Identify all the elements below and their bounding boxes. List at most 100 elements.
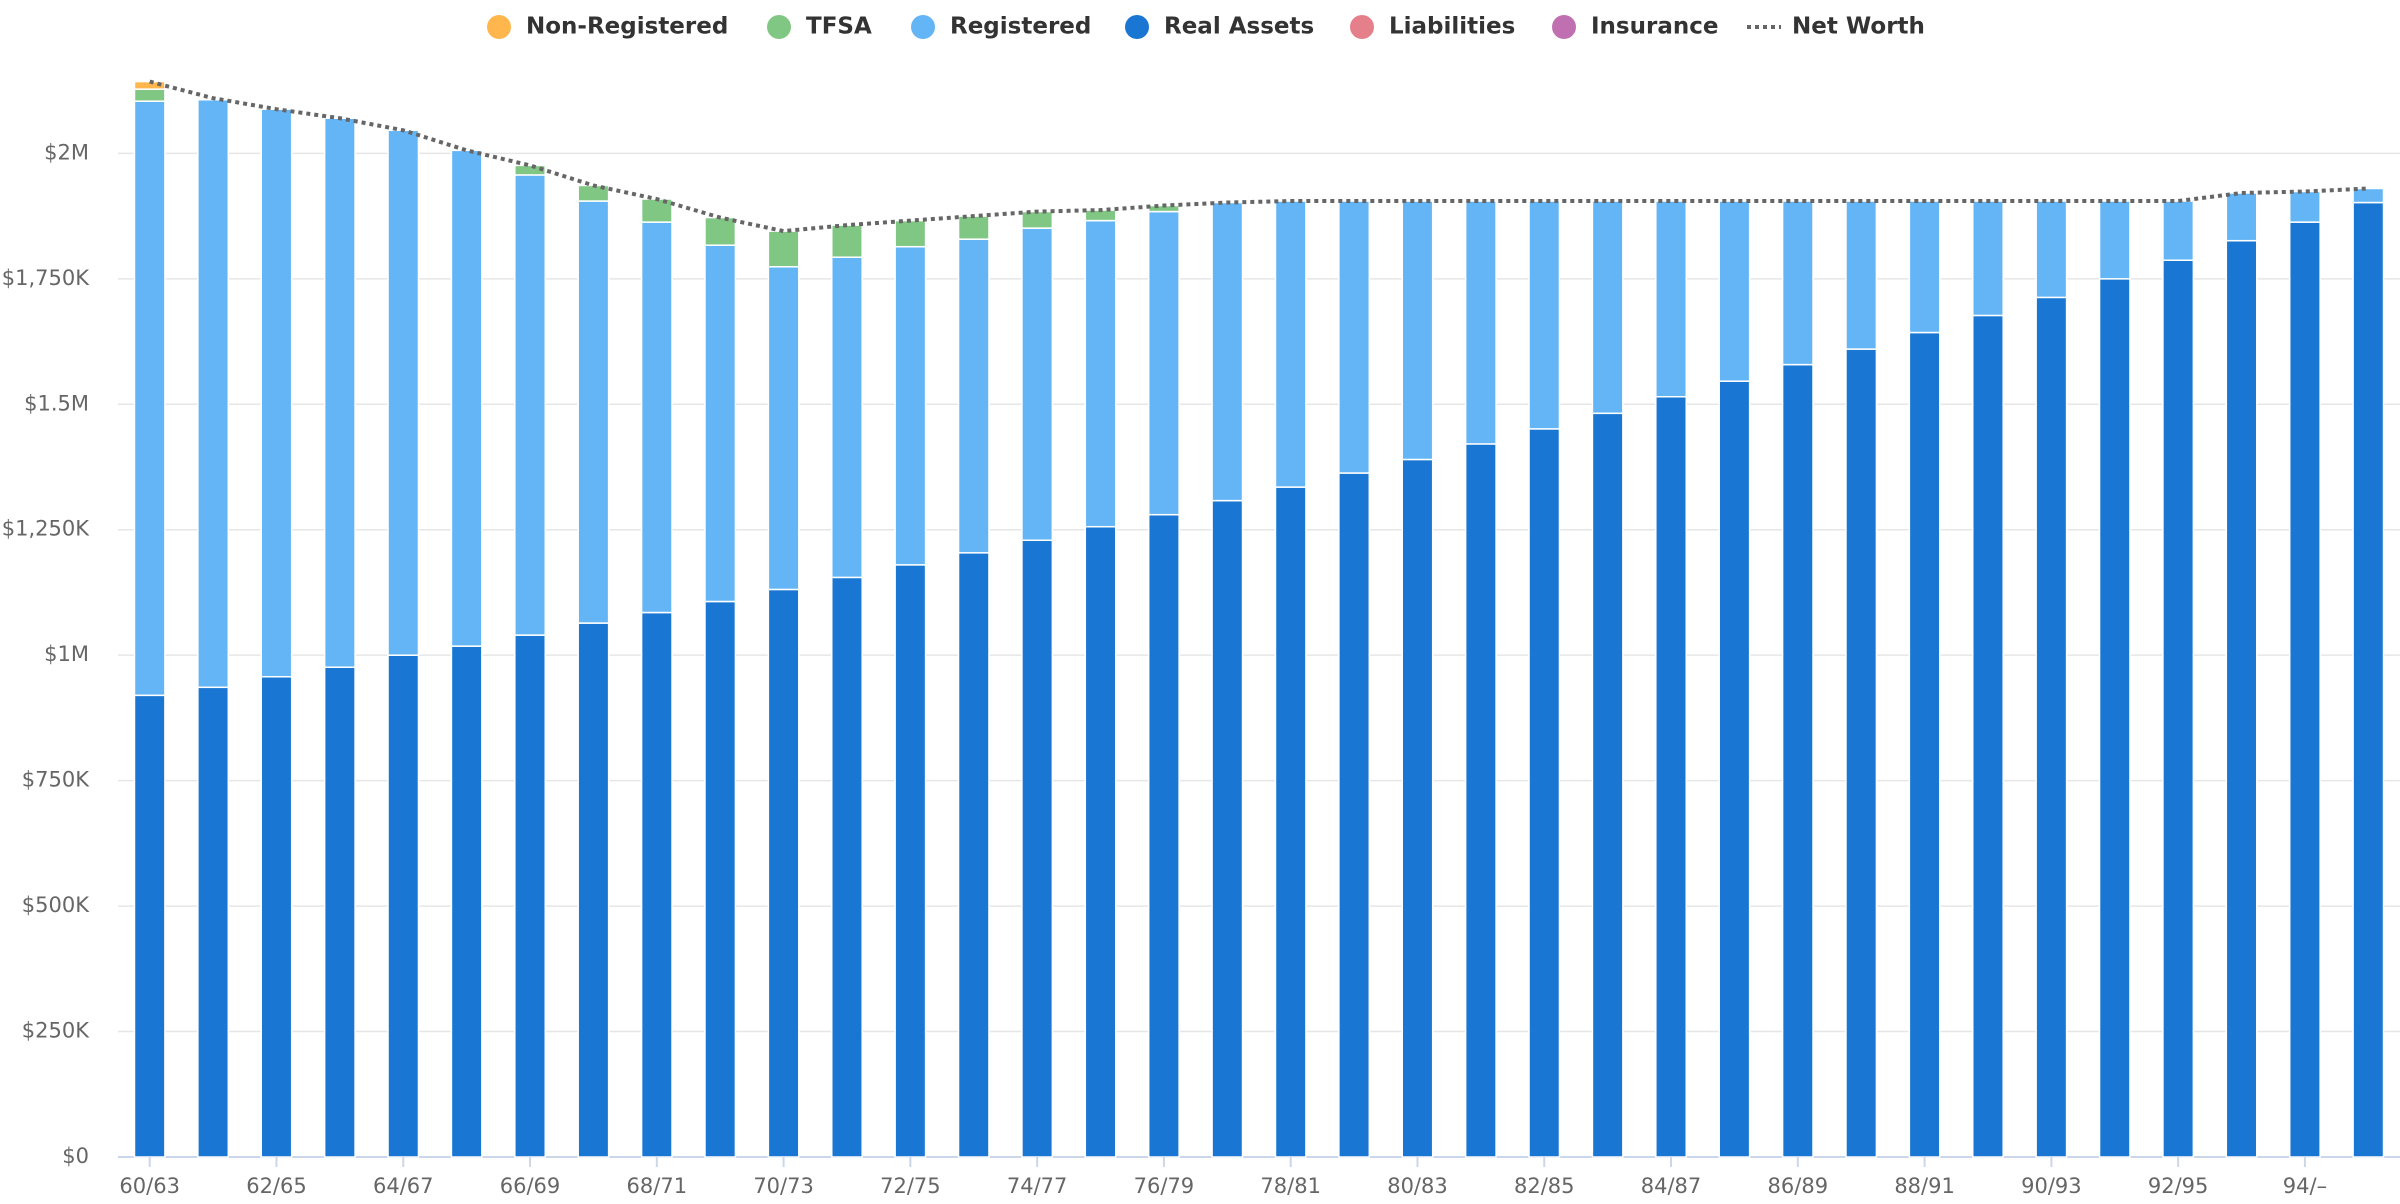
bar-segment [894,564,927,1158]
bar-segment [2225,239,2258,1158]
bar-segment [1021,539,1054,1158]
legend-marker [911,15,935,39]
bar-segment [1338,200,1371,474]
legend-label: Insurance [1591,14,1718,40]
x-tick-label: 78/81 [1260,1174,1321,1198]
net-worth-line [149,79,2369,234]
y-tick-label: $1M [44,642,89,666]
y-tick-label: $1,750K [2,266,90,290]
bar-segment [1655,395,1687,1158]
x-tick-label: 64/67 [373,1174,434,1198]
x-tick-label: 84/87 [1641,1174,1702,1198]
bar-segment [1464,200,1497,445]
legend-marker [767,15,791,39]
bar-segment [640,198,673,223]
bar-segment [387,129,420,656]
bar-segment [2035,200,2068,299]
bar-segment [577,622,610,1158]
bar-segment [767,230,800,268]
bar-segment [2098,278,2131,1158]
bar-segment [957,552,990,1158]
x-tick-label: 82/85 [1514,1174,1575,1198]
bar-segment [514,174,546,636]
bar-segment [514,634,546,1158]
x-tick-label: 80/83 [1387,1174,1448,1198]
bar-segment [1718,200,1751,382]
bar-segment [197,98,230,689]
bar-segment [450,645,483,1158]
bar-segment [260,676,293,1158]
bar-segment [831,224,863,258]
y-tick-label: $2M [44,140,89,164]
bar-segment [260,108,293,678]
x-tick-label: 70/73 [753,1174,814,1198]
bar-segment [2288,190,2321,223]
bar-segment [450,149,483,647]
bar-segment [1908,200,1941,334]
x-tick-label: 88/91 [1894,1174,1955,1198]
bar-segment [1147,513,1180,1158]
y-tick-label: $250K [22,1019,90,1043]
bar-segment [1401,200,1434,461]
bar-segment [767,588,800,1158]
legend-label: Net Worth [1792,14,1925,40]
bar-segment [704,600,737,1158]
bar-segment [2352,187,2385,204]
y-tick-label: $750K [22,768,90,792]
y-tick-label: $0 [62,1144,89,1168]
bar-segment [1845,348,1878,1158]
bar-segment [387,654,420,1158]
y-tick-label: $500K [22,893,90,917]
x-tick-label: 92/95 [2148,1174,2209,1198]
bar-segment [1464,443,1497,1158]
bar-segment [1147,210,1180,516]
bar-segment [133,694,166,1158]
bar-segment [640,611,673,1158]
bar-segment [2035,296,2068,1158]
bar-segment [1781,363,1814,1158]
bar-segment [1021,227,1054,542]
x-tick-label: 66/69 [500,1174,561,1198]
x-tick-label: 72/75 [880,1174,941,1198]
bar-segment [2162,200,2195,262]
x-tick-label: 62/65 [246,1174,307,1198]
bar-segment [2098,200,2131,280]
x-tick-label: 74/77 [1007,1174,1068,1198]
x-tick-label: 86/89 [1768,1174,1829,1198]
bar-segment [1972,200,2004,317]
bar-segment [704,216,737,246]
bar-segment [1528,200,1561,430]
bar-segment [1972,314,2004,1158]
bar-segment [704,244,737,603]
bar-segment [1274,486,1307,1158]
bar-segment [1401,458,1434,1158]
x-tick-label: 94/– [2283,1174,2327,1198]
x-tick-label: 76/79 [1134,1174,1195,1198]
legend-label: Registered [950,14,1091,40]
x-tick-label: 90/93 [2021,1174,2082,1198]
bar-segment [197,686,230,1158]
bar-segment [1084,219,1117,528]
bar-segment [1338,472,1371,1158]
bar-segment [323,117,356,668]
bar-segment [1528,428,1561,1158]
x-tick-label: 60/63 [119,1174,180,1198]
bar-segment [1021,210,1054,229]
bar-segment [957,238,990,554]
y-tick-label: $1.5M [24,391,89,415]
bar-segment [133,88,166,102]
bar-segment [1781,200,1814,366]
bar-segment [2162,259,2195,1158]
bar-segment [640,221,673,614]
bar-segment [894,245,927,566]
bar-segment [894,219,927,248]
bar-segment [957,215,990,240]
bar-segment [1211,201,1244,502]
bar-segment [1845,200,1878,350]
bar-segment [1655,200,1687,398]
bar-segment [1718,380,1751,1158]
bar-segment [2225,192,2258,242]
bar-segment [323,666,356,1158]
bar-segment [2352,201,2385,1158]
